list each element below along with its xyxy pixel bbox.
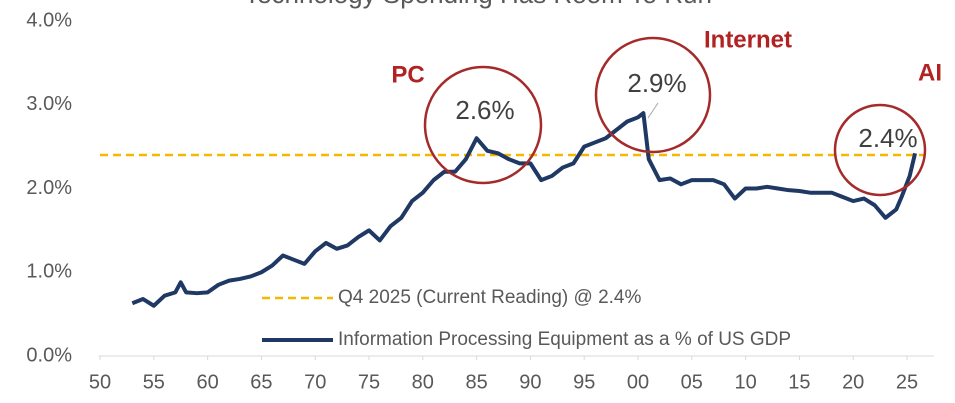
y-tick-label: 1.0% [26,261,72,283]
highlight-circle [423,65,543,185]
legend-label: Information Processing Equipment as a % … [338,329,791,350]
annotation-label: PC [391,61,424,88]
legend-label: Q4 2025 (Current Reading) @ 2.4% [338,287,641,308]
annotation-value: 2.6% [455,95,514,125]
x-tick-label: 00 [627,371,649,393]
chart-title: Technology Spending Has Room To Run [244,0,712,9]
y-tick-label: 2.0% [26,177,72,199]
y-tick-label: 0.0% [26,344,72,366]
x-tick-label: 65 [250,371,272,393]
x-tick-label: 90 [519,371,541,393]
highlight-circle [833,103,927,197]
annotation-label: Internet [704,26,792,53]
y-tick-label: 3.0% [26,93,72,115]
x-tick-label: 20 [842,371,864,393]
y-tick-label: 4.0% [26,9,72,31]
annotation-label: AI [918,59,942,86]
x-tick-label: 10 [734,371,756,393]
highlight-circle [594,36,712,154]
x-tick-label: 60 [196,371,218,393]
x-tick-label: 55 [143,371,165,393]
x-tick-label: 85 [465,371,487,393]
x-tick-label: 80 [412,371,434,393]
x-tick-label: 05 [681,371,703,393]
annotation-value: 2.4% [858,123,917,153]
x-tick-label: 95 [573,371,595,393]
x-tick-label: 70 [304,371,326,393]
x-tick-label: 50 [89,371,111,393]
x-tick-label: 75 [358,371,380,393]
series-line [131,111,918,308]
annotation-value: 2.9% [627,68,686,98]
x-tick-label: 25 [896,371,918,393]
x-tick-label: 15 [788,371,810,393]
leader-line [647,102,659,119]
